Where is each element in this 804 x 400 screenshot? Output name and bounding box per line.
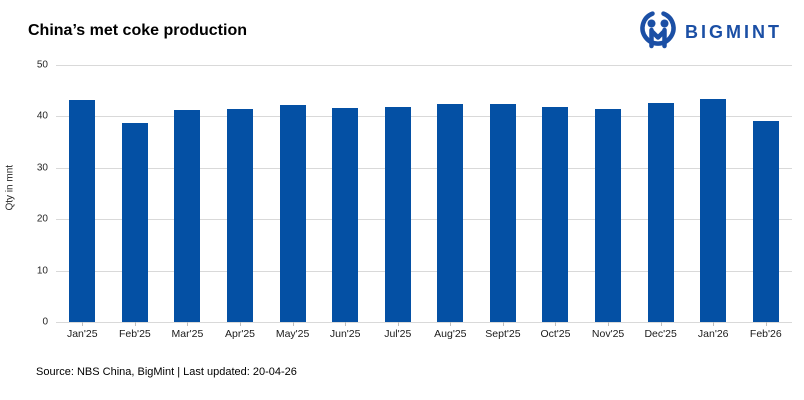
x-label-Jan'26: Jan'26	[697, 328, 729, 340]
bar-May'25[interactable]	[279, 105, 306, 322]
bigmint-owl-icon	[638, 10, 678, 55]
bar-cell-Jan'25	[56, 65, 109, 326]
x-axis-tick	[713, 322, 715, 326]
bar-cell-Oct'25	[529, 65, 582, 326]
bar-Dec'25[interactable]	[647, 102, 674, 322]
bar-cell-Aug'25	[424, 65, 477, 326]
bar-cell-Jan'26	[687, 65, 740, 326]
y-tick-label-30: 30	[36, 162, 48, 174]
bar-cell-Jul'25	[371, 65, 424, 326]
bar-cell-Jun'25	[319, 65, 372, 326]
x-label-Jun'25: Jun'25	[329, 328, 361, 340]
x-label-Apr'25: Apr'25	[225, 328, 256, 340]
bar-Feb'25[interactable]	[121, 123, 148, 322]
bar-Jun'25[interactable]	[332, 108, 359, 322]
bar-Oct'25[interactable]	[542, 107, 569, 322]
plot-area: 50 40 30 20 10 0	[37, 60, 793, 328]
bar-cell-Mar'25	[161, 65, 214, 326]
x-axis-labels: Jan'25 Feb'25 Mar'25 Apr'25 May'25 Jun'25 Jul'…	[56, 328, 792, 340]
x-label-Sept'25: Sept'25	[485, 328, 521, 340]
x-label-Aug'25: Aug'25	[434, 328, 467, 340]
bar-Jan'25[interactable]	[69, 100, 96, 322]
y-tick-label-40: 40	[36, 110, 48, 122]
x-axis-tick	[765, 322, 767, 326]
bar-Jul'25[interactable]	[384, 107, 411, 322]
x-axis-tick	[134, 322, 136, 326]
x-label-Feb'26: Feb'26	[749, 328, 782, 340]
bar-Mar'25[interactable]	[174, 109, 201, 322]
gridline-20	[56, 219, 792, 221]
x-label-May'25: May'25	[275, 328, 310, 340]
bar-cell-Dec'25	[634, 65, 687, 326]
x-axis-tick	[555, 322, 557, 326]
bar-cell-May'25	[266, 65, 319, 326]
x-axis-tick	[240, 322, 242, 326]
x-axis-tick	[660, 322, 662, 326]
y-tick-label-0: 0	[42, 316, 48, 328]
x-axis-tick	[502, 322, 504, 326]
y-axis-title: Qty in mnt	[4, 164, 16, 211]
gridline-40	[56, 116, 792, 118]
brand-logo-text: BIGMINT	[685, 22, 782, 42]
x-label-Jan'25: Jan'25	[66, 328, 98, 340]
y-tick-label-50: 50	[36, 59, 48, 71]
bar-cell-Nov'25	[582, 65, 635, 326]
brand-logo: BIGMINT	[638, 10, 782, 55]
x-label-Dec'25: Dec'25	[644, 328, 677, 340]
bar-Nov'25[interactable]	[595, 108, 622, 322]
bar-Apr'25[interactable]	[227, 108, 254, 322]
x-label-Nov'25: Nov'25	[591, 328, 625, 340]
x-axis-tick	[397, 322, 399, 326]
x-axis-tick	[450, 322, 452, 326]
bar-Sept'25[interactable]	[489, 104, 516, 322]
x-axis-tick	[292, 322, 294, 326]
gridline-0	[56, 322, 792, 323]
bar-series	[56, 65, 793, 326]
bar-cell-Sept'25	[477, 65, 530, 326]
bar-cell-Feb'26	[740, 65, 793, 326]
y-tick-label-20: 20	[36, 213, 48, 225]
gridline-10	[56, 270, 792, 272]
x-label-Jul'25: Jul'25	[384, 328, 412, 340]
chart-title: China’s met coke production	[28, 22, 247, 39]
x-label-Feb'25: Feb'25	[118, 328, 151, 340]
bar-Aug'25[interactable]	[437, 104, 464, 322]
bar-cell-Feb'25	[109, 65, 162, 326]
x-axis-tick	[608, 322, 610, 326]
bar-Jan'26[interactable]	[700, 99, 727, 322]
gridline-30	[56, 167, 792, 169]
gridline-50	[56, 65, 792, 66]
bar-cell-Apr'25	[214, 65, 267, 326]
y-tick-label-10: 10	[36, 265, 48, 277]
bar-Feb'26[interactable]	[752, 121, 779, 322]
source-note: Source: NBS China, BigMint | Last update…	[36, 366, 297, 378]
x-label-Oct'25: Oct'25	[540, 328, 571, 340]
x-label-Mar'25: Mar'25	[171, 328, 204, 340]
x-axis-tick	[187, 322, 189, 326]
x-axis-tick	[345, 322, 347, 326]
x-axis-tick	[82, 322, 84, 326]
